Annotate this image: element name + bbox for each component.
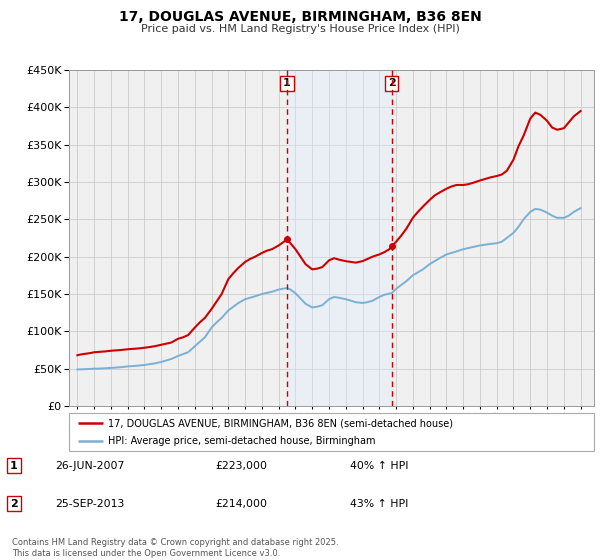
Text: 25-SEP-2013: 25-SEP-2013 [55, 498, 124, 508]
Text: 1: 1 [283, 78, 291, 88]
Text: Price paid vs. HM Land Registry's House Price Index (HPI): Price paid vs. HM Land Registry's House … [140, 24, 460, 34]
Text: 17, DOUGLAS AVENUE, BIRMINGHAM, B36 8EN (semi-detached house): 17, DOUGLAS AVENUE, BIRMINGHAM, B36 8EN … [109, 418, 454, 428]
Text: 26-JUN-2007: 26-JUN-2007 [55, 460, 124, 470]
Text: 2: 2 [10, 498, 18, 508]
Text: £214,000: £214,000 [215, 498, 267, 508]
Text: 43% ↑ HPI: 43% ↑ HPI [350, 498, 409, 508]
Text: 2: 2 [388, 78, 395, 88]
Text: 17, DOUGLAS AVENUE, BIRMINGHAM, B36 8EN: 17, DOUGLAS AVENUE, BIRMINGHAM, B36 8EN [119, 10, 481, 24]
Text: 40% ↑ HPI: 40% ↑ HPI [350, 460, 409, 470]
Text: 1: 1 [10, 460, 18, 470]
Text: HPI: Average price, semi-detached house, Birmingham: HPI: Average price, semi-detached house,… [109, 436, 376, 446]
Text: Contains HM Land Registry data © Crown copyright and database right 2025.
This d: Contains HM Land Registry data © Crown c… [12, 538, 338, 558]
Text: £223,000: £223,000 [215, 460, 267, 470]
Bar [287, 70, 392, 406]
